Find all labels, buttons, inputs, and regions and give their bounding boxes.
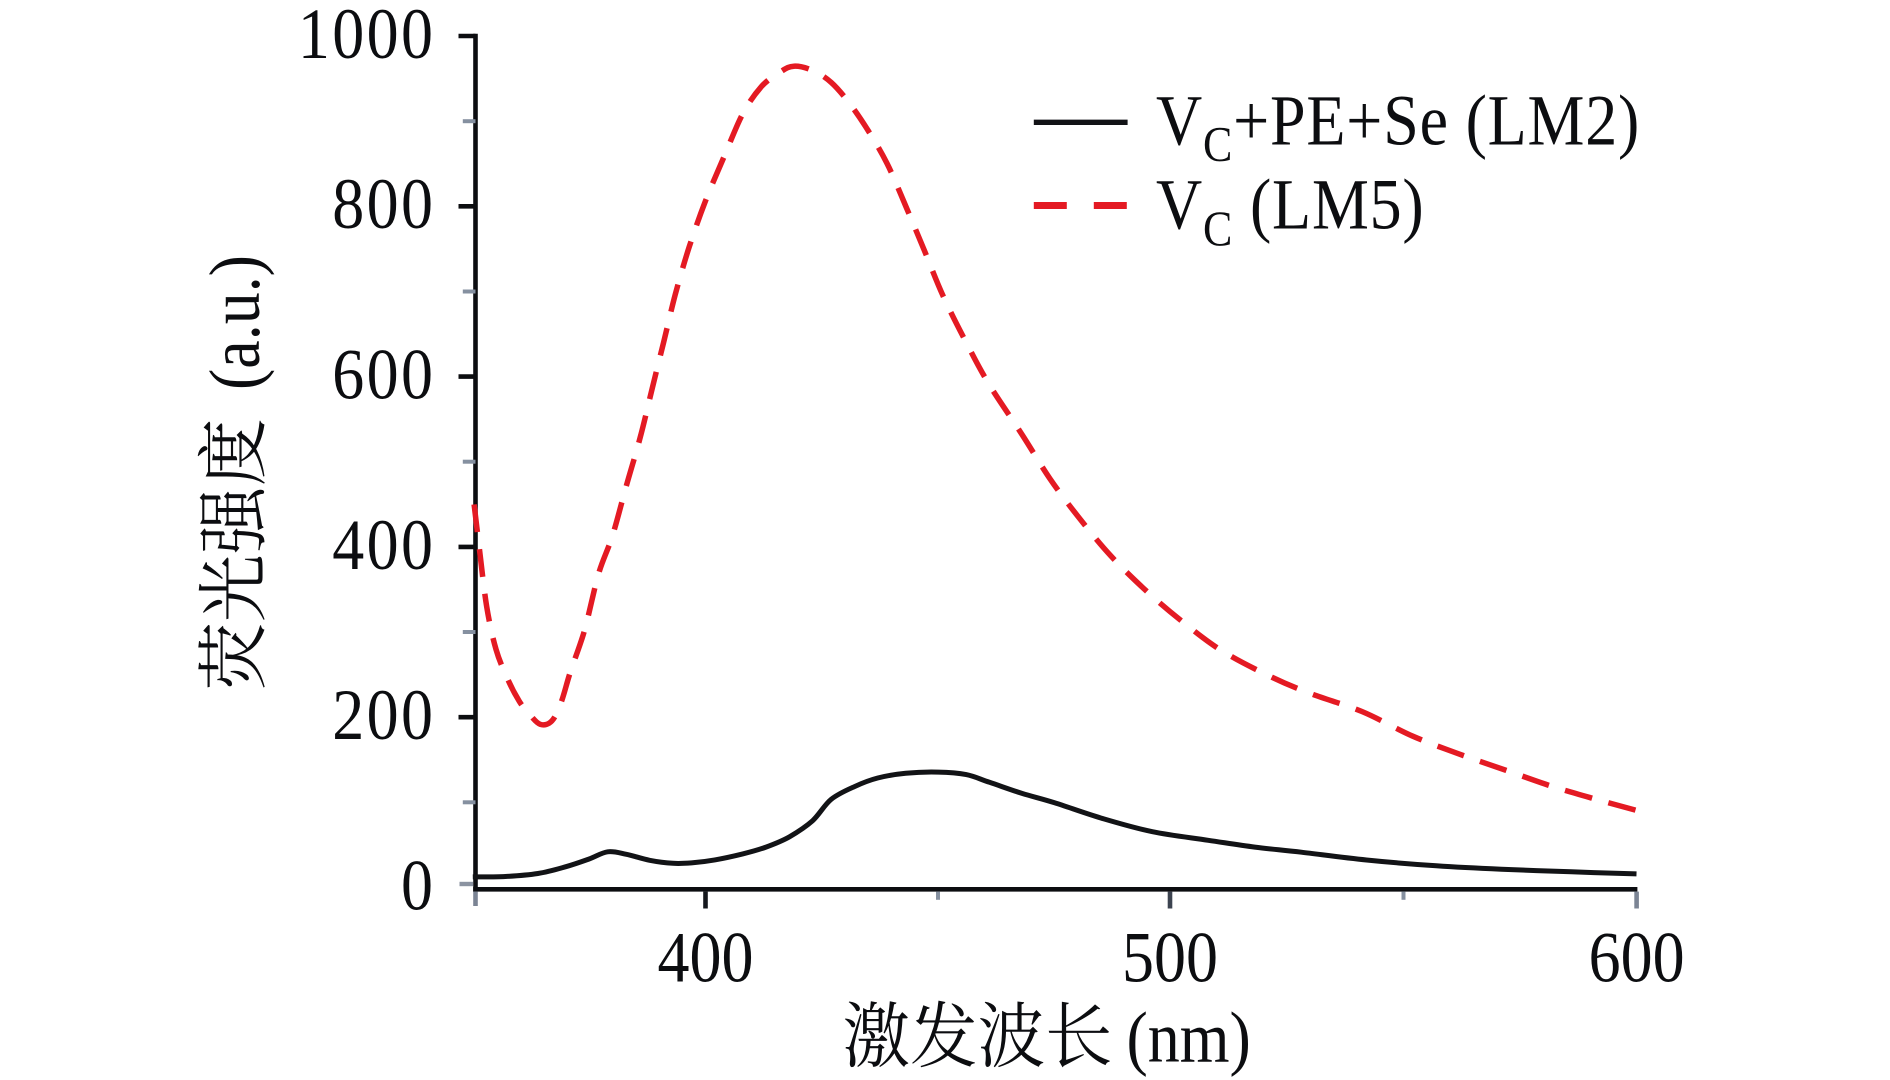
svg-text:400: 400 [332,504,435,584]
svg-text:200: 200 [332,674,435,754]
svg-text:1000: 1000 [298,0,436,74]
svg-text:800: 800 [332,164,435,244]
svg-text:500: 500 [1122,917,1218,997]
svg-text:(nm): (nm) [1127,997,1251,1077]
svg-text:VC (LM5): VC (LM5) [1156,164,1425,257]
svg-text:600: 600 [332,334,435,414]
svg-text:400: 400 [658,917,754,997]
svg-text:VC+PE+Se (LM2): VC+PE+Se (LM2) [1156,80,1640,173]
svg-text:(a.u.): (a.u.) [194,255,274,390]
svg-text:600: 600 [1589,917,1685,997]
svg-text:0: 0 [401,845,435,925]
